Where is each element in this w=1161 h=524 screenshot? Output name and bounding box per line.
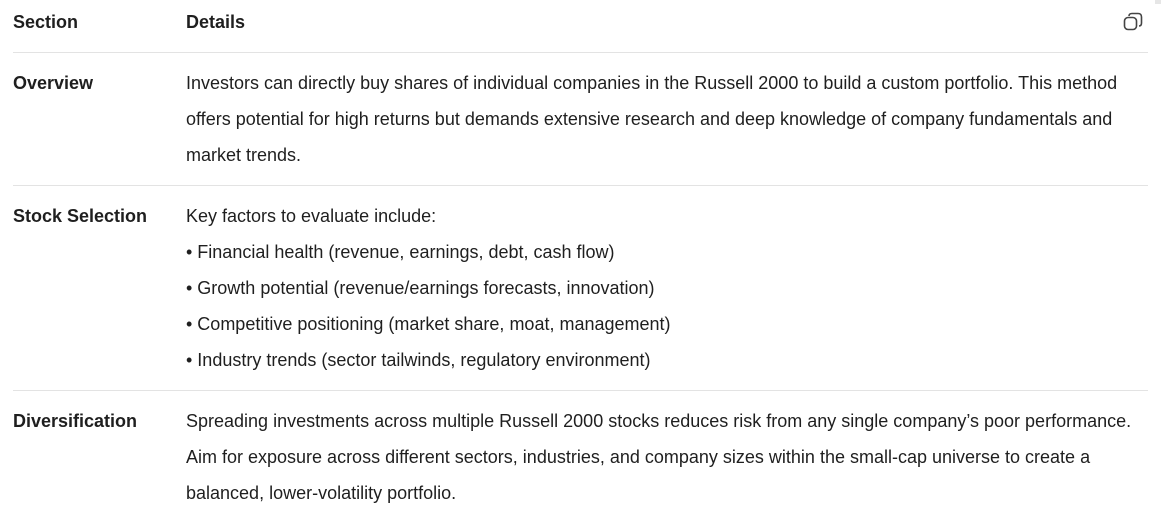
table-row: Overview Investors can directly buy shar… [13, 52, 1148, 185]
column-header-details: Details [186, 12, 246, 32]
table-header-row: Section Details [13, 0, 1148, 52]
table-row: Stock Selection Key factors to evaluate … [13, 185, 1148, 390]
details-cell: Investors can directly buy shares of ind… [186, 72, 1118, 165]
details-cell: Key factors to evaluate include: • Finan… [186, 185, 1148, 390]
section-cell: Diversification [13, 410, 138, 431]
copy-button[interactable] [1122, 11, 1144, 33]
bullet-item: • Competitive positioning (market share,… [186, 313, 671, 334]
details-cell: Spreading investments across multiple Ru… [186, 410, 1132, 503]
copy-icon [1123, 12, 1143, 31]
details-intro: Key factors to evaluate include: [186, 205, 437, 226]
section-cell: Overview [13, 72, 94, 93]
bullet-item: • Growth potential (revenue/earnings for… [186, 277, 655, 298]
details-table: Section Details Overview Investors can d… [13, 0, 1148, 523]
table-row: Diversification Spreading investments ac… [13, 390, 1148, 523]
section-cell: Stock Selection [13, 205, 148, 226]
column-header-section: Section [13, 12, 79, 32]
bullet-item: • Financial health (revenue, earnings, d… [186, 241, 615, 262]
bullet-item: • Industry trends (sector tailwinds, reg… [186, 349, 651, 370]
scrollbar-corner [1155, 0, 1161, 4]
